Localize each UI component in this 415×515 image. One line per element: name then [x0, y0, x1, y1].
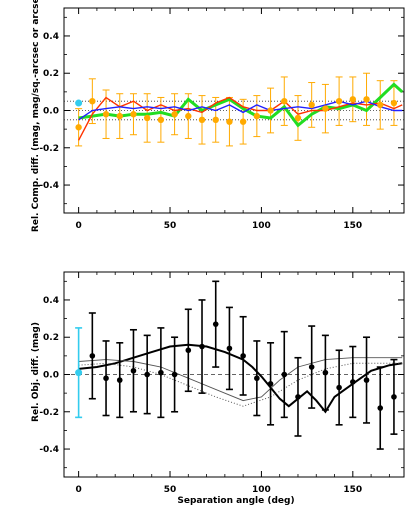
bottom-data-point	[254, 375, 260, 382]
bottom-data-point	[144, 371, 150, 378]
bottom-xtick-label: 50	[164, 485, 177, 495]
top-ytick-label: 0.2	[43, 69, 59, 79]
bottom-ytick-label: -0.4	[39, 445, 59, 455]
top-data-point	[130, 111, 137, 118]
bottom-data-point	[240, 353, 246, 359]
top-series-line-1	[77, 96, 403, 141]
top-xtick-label: 0	[75, 221, 81, 231]
top-data-point	[143, 114, 151, 122]
bottom-data-point	[185, 347, 192, 354]
top-series-line-2	[78, 100, 403, 121]
top-xtick-label: 150	[343, 221, 362, 231]
bottom-panel: 0 50 100 150 -0.4 -0.2 0.0 0.2 0.4 Rel. Obj. dif…	[31, 271, 405, 506]
top-data-point	[102, 111, 110, 118]
top-data-point	[239, 118, 247, 125]
bottom-data-point	[267, 381, 274, 387]
top-axis-ticks: 0 50 100 150 -0.4 -0.2 0.0 0.2 0.4	[39, 8, 404, 231]
top-data-points	[75, 96, 398, 131]
top-xtick-label: 100	[252, 221, 271, 231]
top-data-point	[390, 99, 398, 107]
top-y-axis-label: Rel. Comp. diff. (mag, mag/sq.-arcsec or…	[31, 0, 41, 232]
top-data-point	[171, 111, 178, 118]
bottom-data-point	[363, 377, 370, 383]
bottom-data-point	[336, 384, 342, 391]
bottom-data-point	[171, 371, 178, 378]
bottom-data-point	[212, 321, 219, 327]
bottom-data-point	[281, 371, 288, 378]
top-data-point	[267, 107, 274, 114]
bottom-data-point	[103, 375, 109, 382]
top-data-point	[75, 124, 82, 131]
top-data-point	[308, 101, 315, 109]
top-data-point	[322, 105, 329, 112]
bottom-data-point	[308, 364, 315, 370]
top-panel: 0 50 100 150 -0.4 -0.2 0.0 0.2 0.4 Rel. Comp. di…	[31, 0, 405, 232]
top-data-point	[253, 112, 261, 120]
bottom-xtick-label: 150	[343, 485, 362, 495]
top-data-point	[335, 97, 343, 105]
bottom-ytick-label: -0.2	[39, 408, 59, 418]
top-ytick-label: -0.2	[39, 144, 59, 154]
bottom-data-points	[75, 321, 397, 411]
bottom-xtick-label: 0	[75, 485, 81, 495]
top-data-point	[157, 116, 165, 124]
bottom-ytick-label: 0.0	[43, 371, 59, 381]
top-ytick-label: 0.4	[43, 32, 59, 42]
bottom-data-point	[350, 379, 356, 385]
bottom-curve-0	[78, 343, 403, 414]
bottom-model-curves	[78, 343, 403, 414]
top-data-point	[349, 96, 357, 103]
bottom-curve-2	[78, 362, 403, 407]
top-data-point	[116, 112, 123, 120]
bottom-ytick-label: 0.2	[43, 333, 59, 343]
top-ytick-label: -0.4	[39, 181, 59, 191]
bottom-highlight-point	[75, 369, 83, 377]
bottom-data-point	[322, 369, 329, 376]
bottom-data-point	[130, 367, 137, 374]
bottom-data-point	[116, 377, 123, 383]
top-highlight-point	[75, 99, 83, 107]
top-data-point	[363, 96, 370, 103]
top-data-point	[281, 97, 288, 105]
top-data-point	[89, 97, 96, 105]
bottom-data-point	[377, 405, 384, 411]
bottom-data-point	[89, 353, 96, 359]
bottom-data-point	[226, 345, 233, 352]
top-data-point	[198, 116, 206, 124]
bottom-data-point	[199, 343, 205, 350]
top-data-point	[294, 114, 302, 122]
bottom-ytick-label: 0.4	[43, 296, 59, 306]
top-data-point	[377, 101, 384, 109]
bottom-data-point	[158, 369, 164, 376]
top-data-point	[185, 112, 192, 120]
top-data-point	[212, 116, 219, 124]
bottom-data-point	[391, 394, 397, 400]
bottom-y-axis-label: Rel. Obj. diff. (mag)	[31, 322, 41, 422]
bottom-curve-1	[78, 357, 403, 402]
bottom-xtick-label: 100	[252, 485, 271, 495]
top-ytick-label: 0.0	[43, 107, 59, 117]
bottom-data-point	[295, 394, 301, 400]
top-xtick-label: 50	[164, 221, 177, 231]
top-data-point	[226, 118, 233, 125]
bottom-axis-ticks: 0 50 100 150 -0.4 -0.2 0.0 0.2 0.4	[39, 272, 404, 495]
bottom-x-axis-label: Separation angle (deg)	[177, 496, 294, 506]
